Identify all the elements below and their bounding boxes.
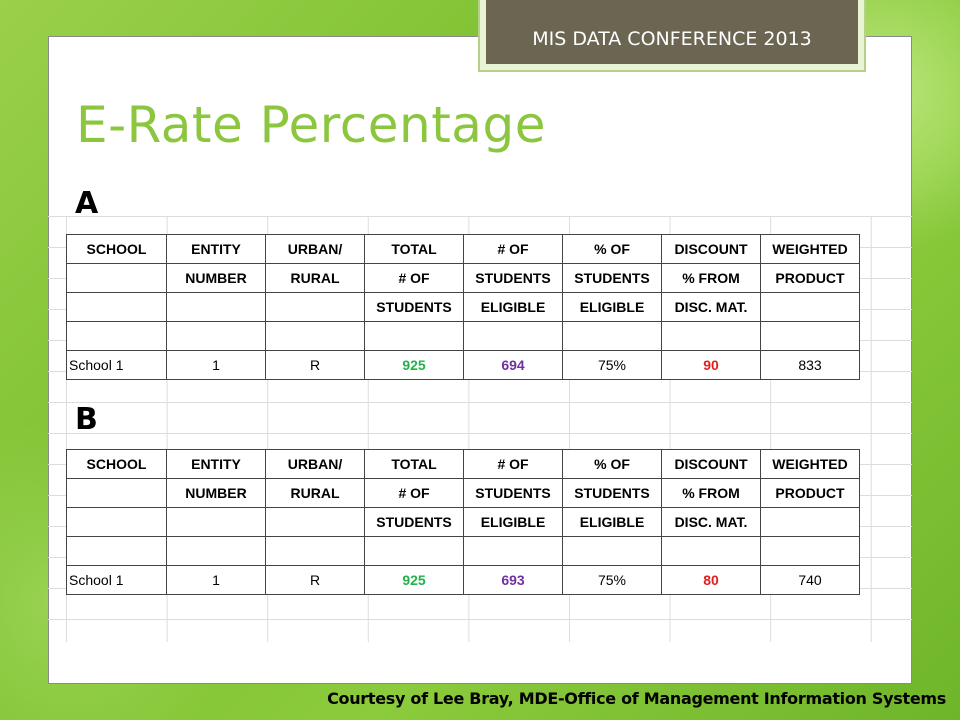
header-cell-discount: % FROM [661, 263, 761, 293]
header-cell-eligible: STUDENTS [463, 478, 563, 508]
header-cell-urban [265, 321, 365, 351]
erate-table-a: SCHOOL ENTITY URBAN/TOTAL # OF% OF DISCOUNT W… [66, 234, 860, 380]
header-cell-eligible [463, 536, 563, 566]
conference-banner: MIS DATA CONFERENCE 2013 [478, 0, 866, 72]
header-cell-school [66, 321, 167, 351]
header-cell-pct: STUDENTS [562, 263, 662, 293]
header-cell-total: TOTAL [364, 449, 464, 479]
header-cell-eligible: # OF [463, 449, 563, 479]
header-cell-pct [562, 536, 662, 566]
header-cell-urban [265, 536, 365, 566]
header-cell-urban: RURAL [265, 263, 365, 293]
header-cell-urban: URBAN/ [265, 234, 365, 264]
header-cell-total [364, 321, 464, 351]
header-cell-pct: % OF [562, 234, 662, 264]
table-row: School 1 1 R 925 694 75% 90 833 [66, 350, 860, 380]
header-cell-discount [661, 536, 761, 566]
header-cell-school [66, 536, 167, 566]
header-cell-school [66, 478, 167, 508]
header-cell-urban: URBAN/ [265, 449, 365, 479]
header-cell-pct: ELIGIBLE [562, 292, 662, 322]
header-cell-entity [166, 321, 266, 351]
header-cell-school [66, 292, 167, 322]
data-cell-weighted: 740 [760, 565, 860, 595]
header-cell-school: SCHOOL [66, 234, 167, 264]
header-cell-discount: DISCOUNT [661, 234, 761, 264]
slide-title: E-Rate Percentage [76, 96, 546, 154]
header-cell-weighted [760, 321, 860, 351]
header-cell-discount: DISCOUNT [661, 449, 761, 479]
header-cell-urban: RURAL [265, 478, 365, 508]
header-cell-school [66, 507, 167, 537]
table-header-row: NUMBER RURAL # OF STUDENTS STUDENTS% FROM PRO… [66, 263, 860, 293]
header-cell-entity [166, 536, 266, 566]
table-row: School 1 1 R 925 693 75% 80 740 [66, 565, 860, 595]
header-cell-weighted: WEIGHTED [760, 449, 860, 479]
header-cell-pct: STUDENTS [562, 478, 662, 508]
data-cell-entity: 1 [166, 565, 266, 595]
header-cell-eligible: ELIGIBLE [463, 292, 563, 322]
header-cell-eligible: STUDENTS [463, 263, 563, 293]
data-cell-entity: 1 [166, 350, 266, 380]
header-cell-urban [265, 292, 365, 322]
header-cell-pct: ELIGIBLE [562, 507, 662, 537]
data-cell-pct: 75% [562, 350, 662, 380]
header-cell-weighted [760, 536, 860, 566]
header-cell-pct: % OF [562, 449, 662, 479]
header-cell-pct [562, 321, 662, 351]
header-cell-total: # OF [364, 478, 464, 508]
header-cell-discount: DISC. MAT. [661, 507, 761, 537]
header-cell-weighted: PRODUCT [760, 478, 860, 508]
header-cell-total: STUDENTS [364, 507, 464, 537]
header-cell-total: # OF [364, 263, 464, 293]
data-cell-weighted: 833 [760, 350, 860, 380]
header-cell-discount: DISC. MAT. [661, 292, 761, 322]
header-cell-total [364, 536, 464, 566]
data-cell-discount: 80 [661, 565, 761, 595]
header-cell-weighted [760, 292, 860, 322]
header-cell-total: TOTAL [364, 234, 464, 264]
header-cell-total: STUDENTS [364, 292, 464, 322]
table-header-row: SCHOOL ENTITY URBAN/TOTAL # OF% OF DISCOUNT W… [66, 449, 860, 479]
header-cell-weighted: WEIGHTED [760, 234, 860, 264]
table-b-label: B [75, 402, 98, 437]
table-a-label: A [75, 186, 99, 221]
header-cell-school [66, 263, 167, 293]
data-cell-school: School 1 [66, 565, 167, 595]
header-cell-eligible: ELIGIBLE [463, 507, 563, 537]
table-header-row: STUDENTS ELIGIBLE ELIGIBLE DISC. MAT. [66, 292, 860, 322]
header-cell-discount: % FROM [661, 478, 761, 508]
header-cell-entity: ENTITY [166, 449, 266, 479]
header-cell-entity: ENTITY [166, 234, 266, 264]
header-cell-entity: NUMBER [166, 263, 266, 293]
header-cell-urban [265, 507, 365, 537]
header-cell-eligible [463, 321, 563, 351]
data-cell-urban: R [265, 350, 365, 380]
header-cell-eligible: # OF [463, 234, 563, 264]
data-cell-school: School 1 [66, 350, 167, 380]
table-header-row: NUMBER RURAL # OF STUDENTS STUDENTS% FROM PRO… [66, 478, 860, 508]
credit-text: Courtesy of Lee Bray, MDE-Office of Mana… [327, 689, 946, 708]
data-cell-pct: 75% [562, 565, 662, 595]
header-cell-weighted: PRODUCT [760, 263, 860, 293]
header-cell-entity [166, 292, 266, 322]
data-cell-eligible: 694 [463, 350, 563, 380]
data-cell-total: 925 [364, 350, 464, 380]
table-header-row [66, 536, 860, 566]
data-cell-discount: 90 [661, 350, 761, 380]
data-cell-eligible: 693 [463, 565, 563, 595]
data-cell-total: 925 [364, 565, 464, 595]
conference-banner-text: MIS DATA CONFERENCE 2013 [486, 0, 858, 64]
header-cell-discount [661, 321, 761, 351]
header-cell-entity: NUMBER [166, 478, 266, 508]
header-cell-entity [166, 507, 266, 537]
header-cell-school: SCHOOL [66, 449, 167, 479]
table-header-row: STUDENTS ELIGIBLE ELIGIBLE DISC. MAT. [66, 507, 860, 537]
header-cell-weighted [760, 507, 860, 537]
erate-table-b: SCHOOL ENTITY URBAN/TOTAL # OF% OF DISCOUNT W… [66, 449, 860, 595]
table-header-row: SCHOOL ENTITY URBAN/TOTAL # OF% OF DISCOUNT W… [66, 234, 860, 264]
data-cell-urban: R [265, 565, 365, 595]
table-header-row [66, 321, 860, 351]
